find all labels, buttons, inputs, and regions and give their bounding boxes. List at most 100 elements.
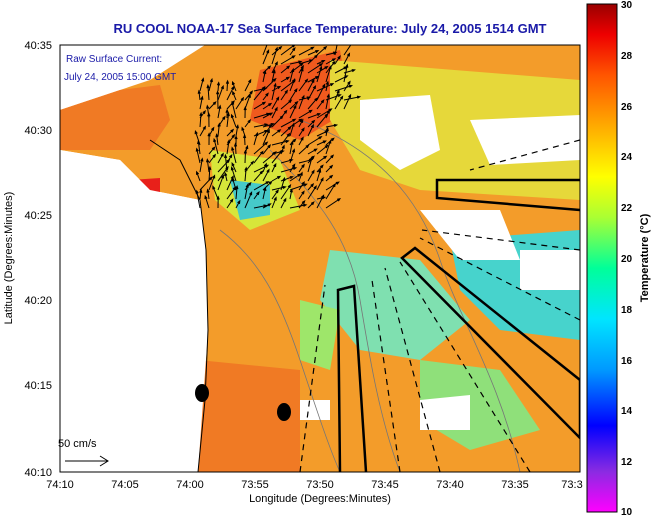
current-vector [334,45,338,56]
current-vector [307,136,323,146]
current-vector [298,163,305,173]
y-axis: 40:35 40:30 40:25 40:20 40:15 40:10 Lati… [3,40,52,479]
current-vector [253,170,264,182]
current-vector [280,132,291,146]
current-vector [289,77,296,92]
current-vector [244,183,249,200]
colorbar-tick-label: 18 [621,305,633,316]
current-vector [244,93,251,110]
current-vector [343,93,352,110]
x-tick-label: 73:40 [436,479,464,491]
y-tick-label: 40:30 [24,125,52,137]
current-vector [271,196,277,209]
current-vector [207,132,211,146]
x-tick-label: 73:50 [306,479,334,491]
current-vector [307,155,313,173]
current-vector [262,92,269,101]
current-vector [230,166,237,182]
x-axis-label: Longitude (Degrees:Minutes) [249,493,391,505]
current-note-line1: Raw Surface Current: [66,54,162,65]
current-vector [230,113,237,128]
no-data-gap [520,250,580,290]
current-vector [244,118,252,128]
current-vector [217,174,224,191]
current-vector [235,96,245,110]
current-vector [235,124,239,137]
current-vector [325,109,330,119]
current-vector [204,194,210,209]
current-vector [316,164,324,173]
y-tick-label: 40:15 [24,380,52,392]
current-vector [334,95,344,110]
current-vector [243,105,247,119]
current-vector [280,55,296,65]
radar-range-lines [299,139,580,472]
current-vector [298,46,315,56]
current-vector [334,55,341,65]
vector-scale-arrow [65,455,109,467]
colorbar-tick-label: 22 [621,203,633,214]
buoy-station-marker [195,384,209,402]
current-vector [197,89,201,101]
current-vector [334,84,354,92]
current-vector [244,90,254,101]
current-vector [307,148,318,155]
current-vector [325,93,330,110]
current-vector [334,89,340,101]
current-vector [280,89,289,101]
current-vector [307,50,320,56]
current-vector [262,77,277,92]
colorbar-label: Temperature (°C) [639,213,651,302]
current-vector [199,111,203,128]
current-vector [224,171,228,182]
current-vector [216,195,220,209]
current-vector [307,54,319,65]
current-vector [231,80,237,92]
current-vector [199,157,204,173]
x-tick-label: 73:55 [241,479,269,491]
no-data-gap [420,395,470,430]
current-vector [208,77,213,92]
current-vector [208,101,217,110]
current-vector [280,109,288,119]
current-vector [325,51,338,56]
current-vector [298,94,305,110]
current-vector [217,104,222,119]
current-vector [298,190,305,200]
no-data-gap [420,210,520,260]
current-vector [307,85,317,101]
current-vector [325,126,329,137]
current-vector [271,139,290,146]
x-tick-label: 74:10 [46,479,74,491]
current-vector [343,45,352,56]
bathymetry-contour [219,229,341,472]
current-vector [298,136,304,146]
current-vector [316,83,335,92]
current-vector [262,168,270,182]
current-vector [226,198,234,209]
y-tick-label: 40:10 [24,467,52,479]
current-vector [271,69,276,83]
current-vector [316,99,325,110]
x-tick-label: 74:05 [111,479,139,491]
colorbar-tick-label: 10 [621,507,633,518]
current-vector [226,111,230,128]
current-vector-field [194,45,362,209]
current-vector [199,77,205,92]
current-vector [289,104,297,119]
current-vector [199,176,213,191]
current-vector [262,186,267,200]
current-vector [280,184,292,200]
current-vector [325,58,337,65]
current-vector [212,185,219,200]
current-vector [226,139,231,155]
current-vector [253,85,266,101]
current-vector [325,154,335,164]
current-vector [253,123,269,128]
current-vector [206,158,210,173]
current-vector [316,65,323,83]
current-vector [231,146,237,164]
current-vector [262,123,273,137]
y-tick-label: 40:25 [24,210,52,222]
